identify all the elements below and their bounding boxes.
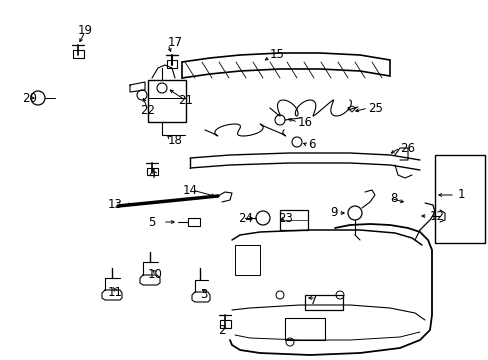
Text: 10: 10 [148, 269, 163, 282]
Bar [73, 50, 84, 58]
Text: 14: 14 [183, 184, 198, 197]
Text: 25: 25 [367, 102, 382, 114]
Text: 17: 17 [168, 36, 183, 49]
Text: 22: 22 [140, 104, 155, 117]
Bar [305, 295, 342, 310]
Text: 6: 6 [307, 139, 315, 152]
Text: 12: 12 [429, 210, 444, 222]
Bar [187, 218, 200, 226]
Bar [434, 155, 484, 243]
Text: 1: 1 [457, 189, 465, 202]
Text: 15: 15 [269, 49, 285, 62]
Text: 26: 26 [399, 141, 414, 154]
Bar [280, 210, 307, 230]
Bar [167, 60, 177, 68]
Text: 7: 7 [309, 293, 317, 306]
Text: 11: 11 [108, 285, 123, 298]
Text: 13: 13 [108, 198, 122, 211]
Text: 3: 3 [200, 288, 207, 302]
Bar [220, 320, 230, 328]
Bar [285, 318, 325, 340]
Text: 4: 4 [148, 168, 155, 181]
Bar [148, 80, 185, 122]
Text: 5: 5 [148, 216, 155, 229]
Bar [147, 168, 158, 175]
Text: 16: 16 [297, 116, 312, 129]
Text: 20: 20 [22, 91, 37, 104]
Bar [235, 245, 260, 275]
Text: 23: 23 [278, 211, 292, 225]
Text: 2: 2 [218, 324, 225, 337]
Text: 9: 9 [329, 207, 337, 220]
Text: 21: 21 [178, 94, 193, 107]
Text: 24: 24 [238, 211, 252, 225]
Text: 8: 8 [389, 192, 397, 204]
Text: 18: 18 [168, 134, 183, 147]
Text: 19: 19 [78, 23, 93, 36]
